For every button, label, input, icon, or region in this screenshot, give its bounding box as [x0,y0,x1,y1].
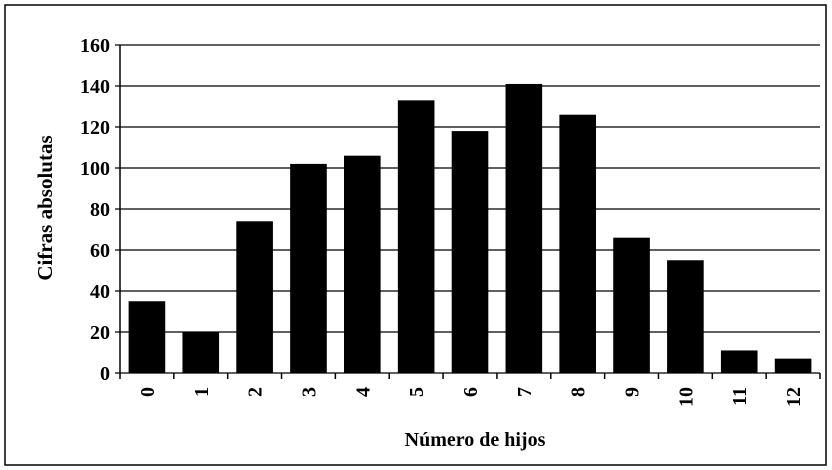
bar [397,100,435,373]
x-tick-label: 8 [568,387,590,397]
bar [182,332,220,373]
bar [559,114,596,373]
y-tick-label: 100 [80,158,110,180]
y-tick-label: 60 [90,240,110,262]
bar [451,131,489,373]
bar [505,83,543,373]
y-tick-label: 120 [80,117,110,139]
y-tick-label: 160 [80,35,110,57]
x-tick-label: 10 [675,387,697,407]
bar [236,221,273,373]
x-tick-label: 11 [729,387,751,406]
x-tick-label: 7 [514,387,536,397]
y-axis-label: Cifras absolutas [33,135,57,280]
x-tick-label: 5 [406,387,428,397]
bar [774,358,812,373]
bar [667,260,704,373]
x-tick-label: 12 [783,387,805,407]
x-tick-label: 1 [191,387,213,397]
y-tick-label: 140 [80,76,110,98]
y-tick-label: 40 [90,281,110,303]
x-tick-label: 6 [460,387,482,397]
x-tick-label: 0 [137,387,159,397]
bar [128,301,166,373]
x-axis-label: Número de hijos [405,429,546,451]
x-tick-label: 2 [245,387,267,397]
y-tick-label: 0 [100,363,110,385]
bar [290,163,327,373]
x-tick-label: 4 [352,387,374,397]
x-tick-label: 3 [298,387,320,397]
bar [613,237,650,373]
x-tick-label: 9 [622,387,644,397]
y-tick-label: 20 [90,322,110,344]
y-tick-label: 80 [90,199,110,221]
bar [344,155,381,373]
bar [720,350,758,373]
frame [4,4,827,466]
